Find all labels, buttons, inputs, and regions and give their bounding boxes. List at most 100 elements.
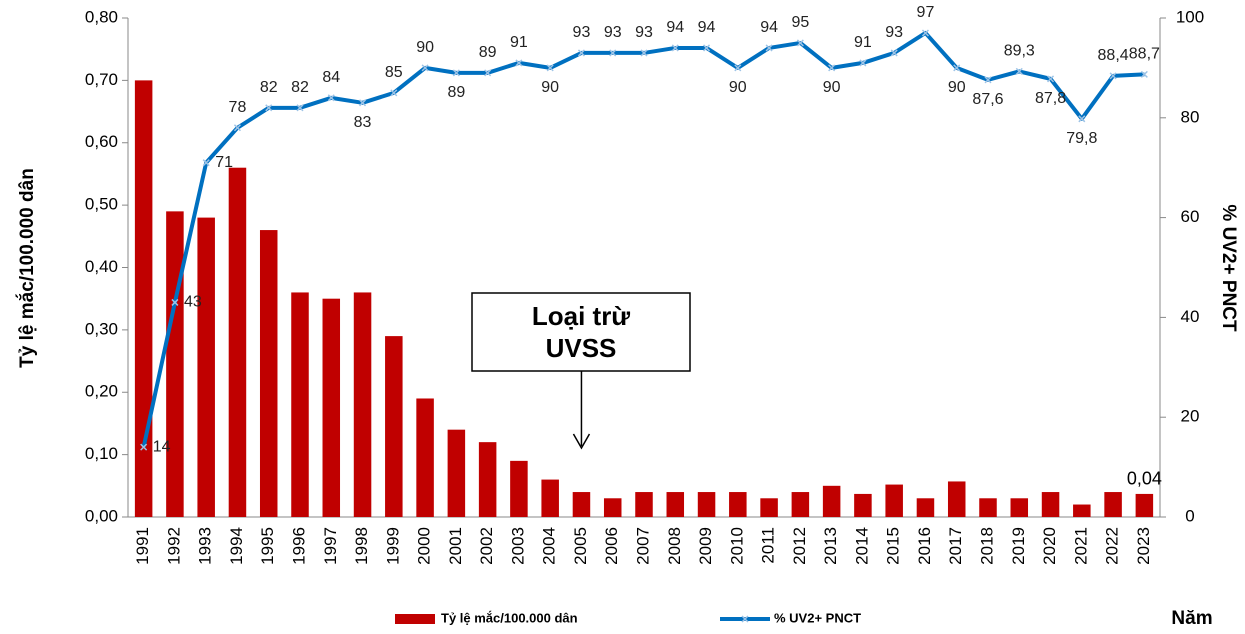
x-tick-label: 2021 — [1071, 527, 1090, 565]
bar — [1104, 492, 1122, 517]
y-tick-label: 0,80 — [85, 7, 118, 26]
line-marker — [171, 298, 179, 306]
line-marker — [734, 64, 742, 72]
legend-label: % UV2+ PNCT — [774, 610, 861, 625]
line-marker — [859, 59, 867, 67]
line-value-label: 14 — [153, 438, 171, 455]
x-tick-label: 2006 — [602, 527, 621, 565]
line-marker — [233, 124, 241, 132]
line-value-label: 83 — [354, 114, 372, 131]
bar — [353, 292, 372, 517]
line-value-label: 91 — [510, 34, 528, 51]
line-value-label: 97 — [917, 4, 935, 21]
line-marker — [1140, 70, 1148, 78]
bar — [697, 492, 716, 517]
annotation-text: UVSS — [546, 333, 617, 363]
x-tick-label: 2009 — [696, 527, 715, 565]
bar — [510, 460, 528, 517]
y2-tick-label: 60 — [1181, 207, 1200, 226]
bar — [729, 492, 747, 517]
line-value-label: 90 — [948, 79, 966, 96]
line-value-label: 90 — [823, 79, 841, 96]
x-tick-label: 2008 — [665, 527, 684, 565]
line-value-label: 93 — [604, 24, 622, 41]
legend-swatch — [395, 614, 435, 624]
line-value-label: 91 — [854, 34, 872, 51]
line-marker — [640, 49, 648, 57]
x-tick-label: 1995 — [258, 527, 277, 565]
bar — [228, 167, 247, 517]
annotation-text: Loại trừ — [532, 301, 630, 331]
x-tick-label: 1991 — [133, 527, 152, 565]
line-marker — [515, 59, 523, 67]
bar — [635, 492, 653, 517]
bar — [478, 442, 497, 517]
line-marker — [327, 94, 335, 102]
bar — [947, 481, 966, 517]
y2-tick-label: 0 — [1185, 506, 1194, 525]
bar — [1135, 493, 1154, 517]
bar-value-label: 0,04 — [1127, 469, 1162, 489]
bar — [166, 211, 184, 518]
line-marker — [890, 49, 898, 57]
y-tick-label: 0,00 — [85, 506, 118, 525]
line-marker — [484, 69, 492, 77]
bar — [979, 498, 997, 517]
y2-tick-label: 80 — [1181, 107, 1200, 126]
x-tick-label: 2003 — [508, 527, 527, 565]
line-value-label: 90 — [541, 79, 559, 96]
x-tick-label: 2005 — [571, 527, 590, 565]
bar — [197, 217, 215, 517]
line-value-label: 89,3 — [1004, 43, 1035, 60]
bar — [385, 336, 403, 517]
bar — [1041, 492, 1060, 517]
bar — [447, 429, 466, 517]
x-tick-label: 2014 — [852, 527, 871, 565]
x-tick-label: 2018 — [977, 527, 996, 565]
bar — [541, 479, 559, 517]
x-tick-label: 2023 — [1134, 527, 1153, 565]
x-tick-label: 1999 — [383, 527, 402, 565]
line-marker — [671, 44, 679, 52]
bar — [791, 492, 810, 517]
bar — [416, 398, 434, 517]
line-value-label: 79,8 — [1066, 130, 1097, 147]
x-tick-label: 2013 — [821, 527, 840, 565]
x-tick-label: 1992 — [164, 527, 183, 565]
line-marker — [452, 69, 460, 77]
x-tick-label: 2001 — [446, 527, 465, 565]
line-marker — [577, 49, 585, 57]
annotation-box — [471, 292, 691, 372]
line-marker — [1078, 115, 1086, 123]
line-value-label: 78 — [229, 99, 247, 116]
y-tick-label: 0,50 — [85, 195, 118, 214]
line-marker — [1047, 75, 1055, 83]
y-tick-label: 0,10 — [85, 444, 118, 463]
bar — [916, 498, 935, 517]
line-marker — [390, 89, 398, 97]
line-marker — [546, 64, 554, 72]
x-tick-label: 2019 — [1009, 527, 1028, 565]
line-marker — [202, 159, 210, 167]
bar — [259, 230, 278, 517]
line-marker — [359, 99, 367, 107]
line-value-label: 71 — [215, 154, 233, 171]
y-axis-label: Tỷ lệ mắc/100.000 dân — [16, 168, 38, 368]
x-tick-label: 1997 — [321, 527, 340, 565]
bar — [291, 292, 309, 517]
x-tick-label: 2004 — [540, 527, 559, 565]
bar — [1010, 498, 1029, 517]
bar — [322, 298, 341, 517]
bar — [760, 498, 778, 517]
y-tick-label: 0,30 — [85, 319, 118, 338]
bar — [572, 492, 591, 517]
line-value-label: 87,8 — [1035, 90, 1066, 107]
line-value-label: 89 — [479, 44, 497, 61]
line-value-label: 88,4 — [1098, 47, 1129, 64]
y2-tick-label: 20 — [1181, 407, 1200, 426]
x-tick-label: 2007 — [633, 527, 652, 565]
line-value-label: 94 — [666, 19, 684, 36]
line-marker — [1015, 67, 1023, 75]
line-marker — [1109, 72, 1117, 80]
